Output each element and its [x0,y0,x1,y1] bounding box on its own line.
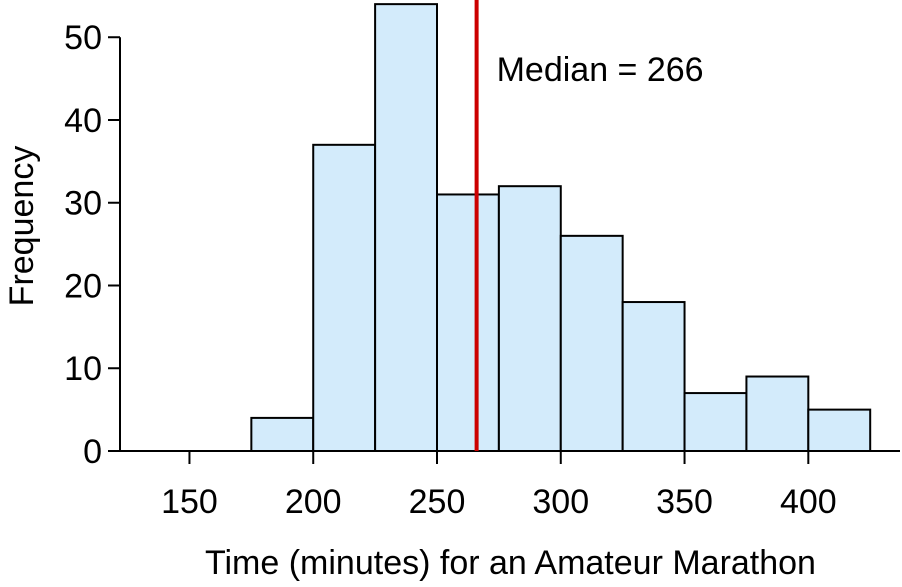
y-tick-label-10: 10 [64,350,102,388]
histogram-bar-5 [497,185,562,452]
x-tick-label-150: 150 [161,483,218,521]
y-tick-label-0: 0 [83,433,102,471]
bars-layer [250,3,872,453]
y-tick-label-50: 50 [64,19,102,57]
median-label: Median = 266 [497,51,704,89]
y-axis-title: Frequency [3,146,41,307]
x-tick-label-400: 400 [780,483,837,521]
histogram-bar-3 [374,3,438,453]
histogram-bar-10 [807,408,872,452]
histogram-bar-9 [745,375,810,453]
histogram-bar-1 [250,416,315,452]
x-tick-label-350: 350 [656,483,713,521]
histogram-bar-7 [621,301,686,452]
histogram-bar-6 [559,234,624,452]
y-tick-label-20: 20 [64,267,102,305]
histogram-bar-8 [683,392,748,452]
x-axis-title: Time (minutes) for an Amateur Marathon [205,544,816,582]
x-tick-label-300: 300 [532,483,589,521]
histogram-bar-4 [436,193,500,452]
x-tick-label-250: 250 [409,483,466,521]
x-tick-label-200: 200 [285,483,342,521]
histogram-bar-2 [312,143,377,452]
axes-layer: 0 10 20 30 40 50 150 200 250 300 350 400 [64,19,900,521]
y-tick-label-40: 40 [64,102,102,140]
y-tick-label-30: 30 [64,185,102,223]
